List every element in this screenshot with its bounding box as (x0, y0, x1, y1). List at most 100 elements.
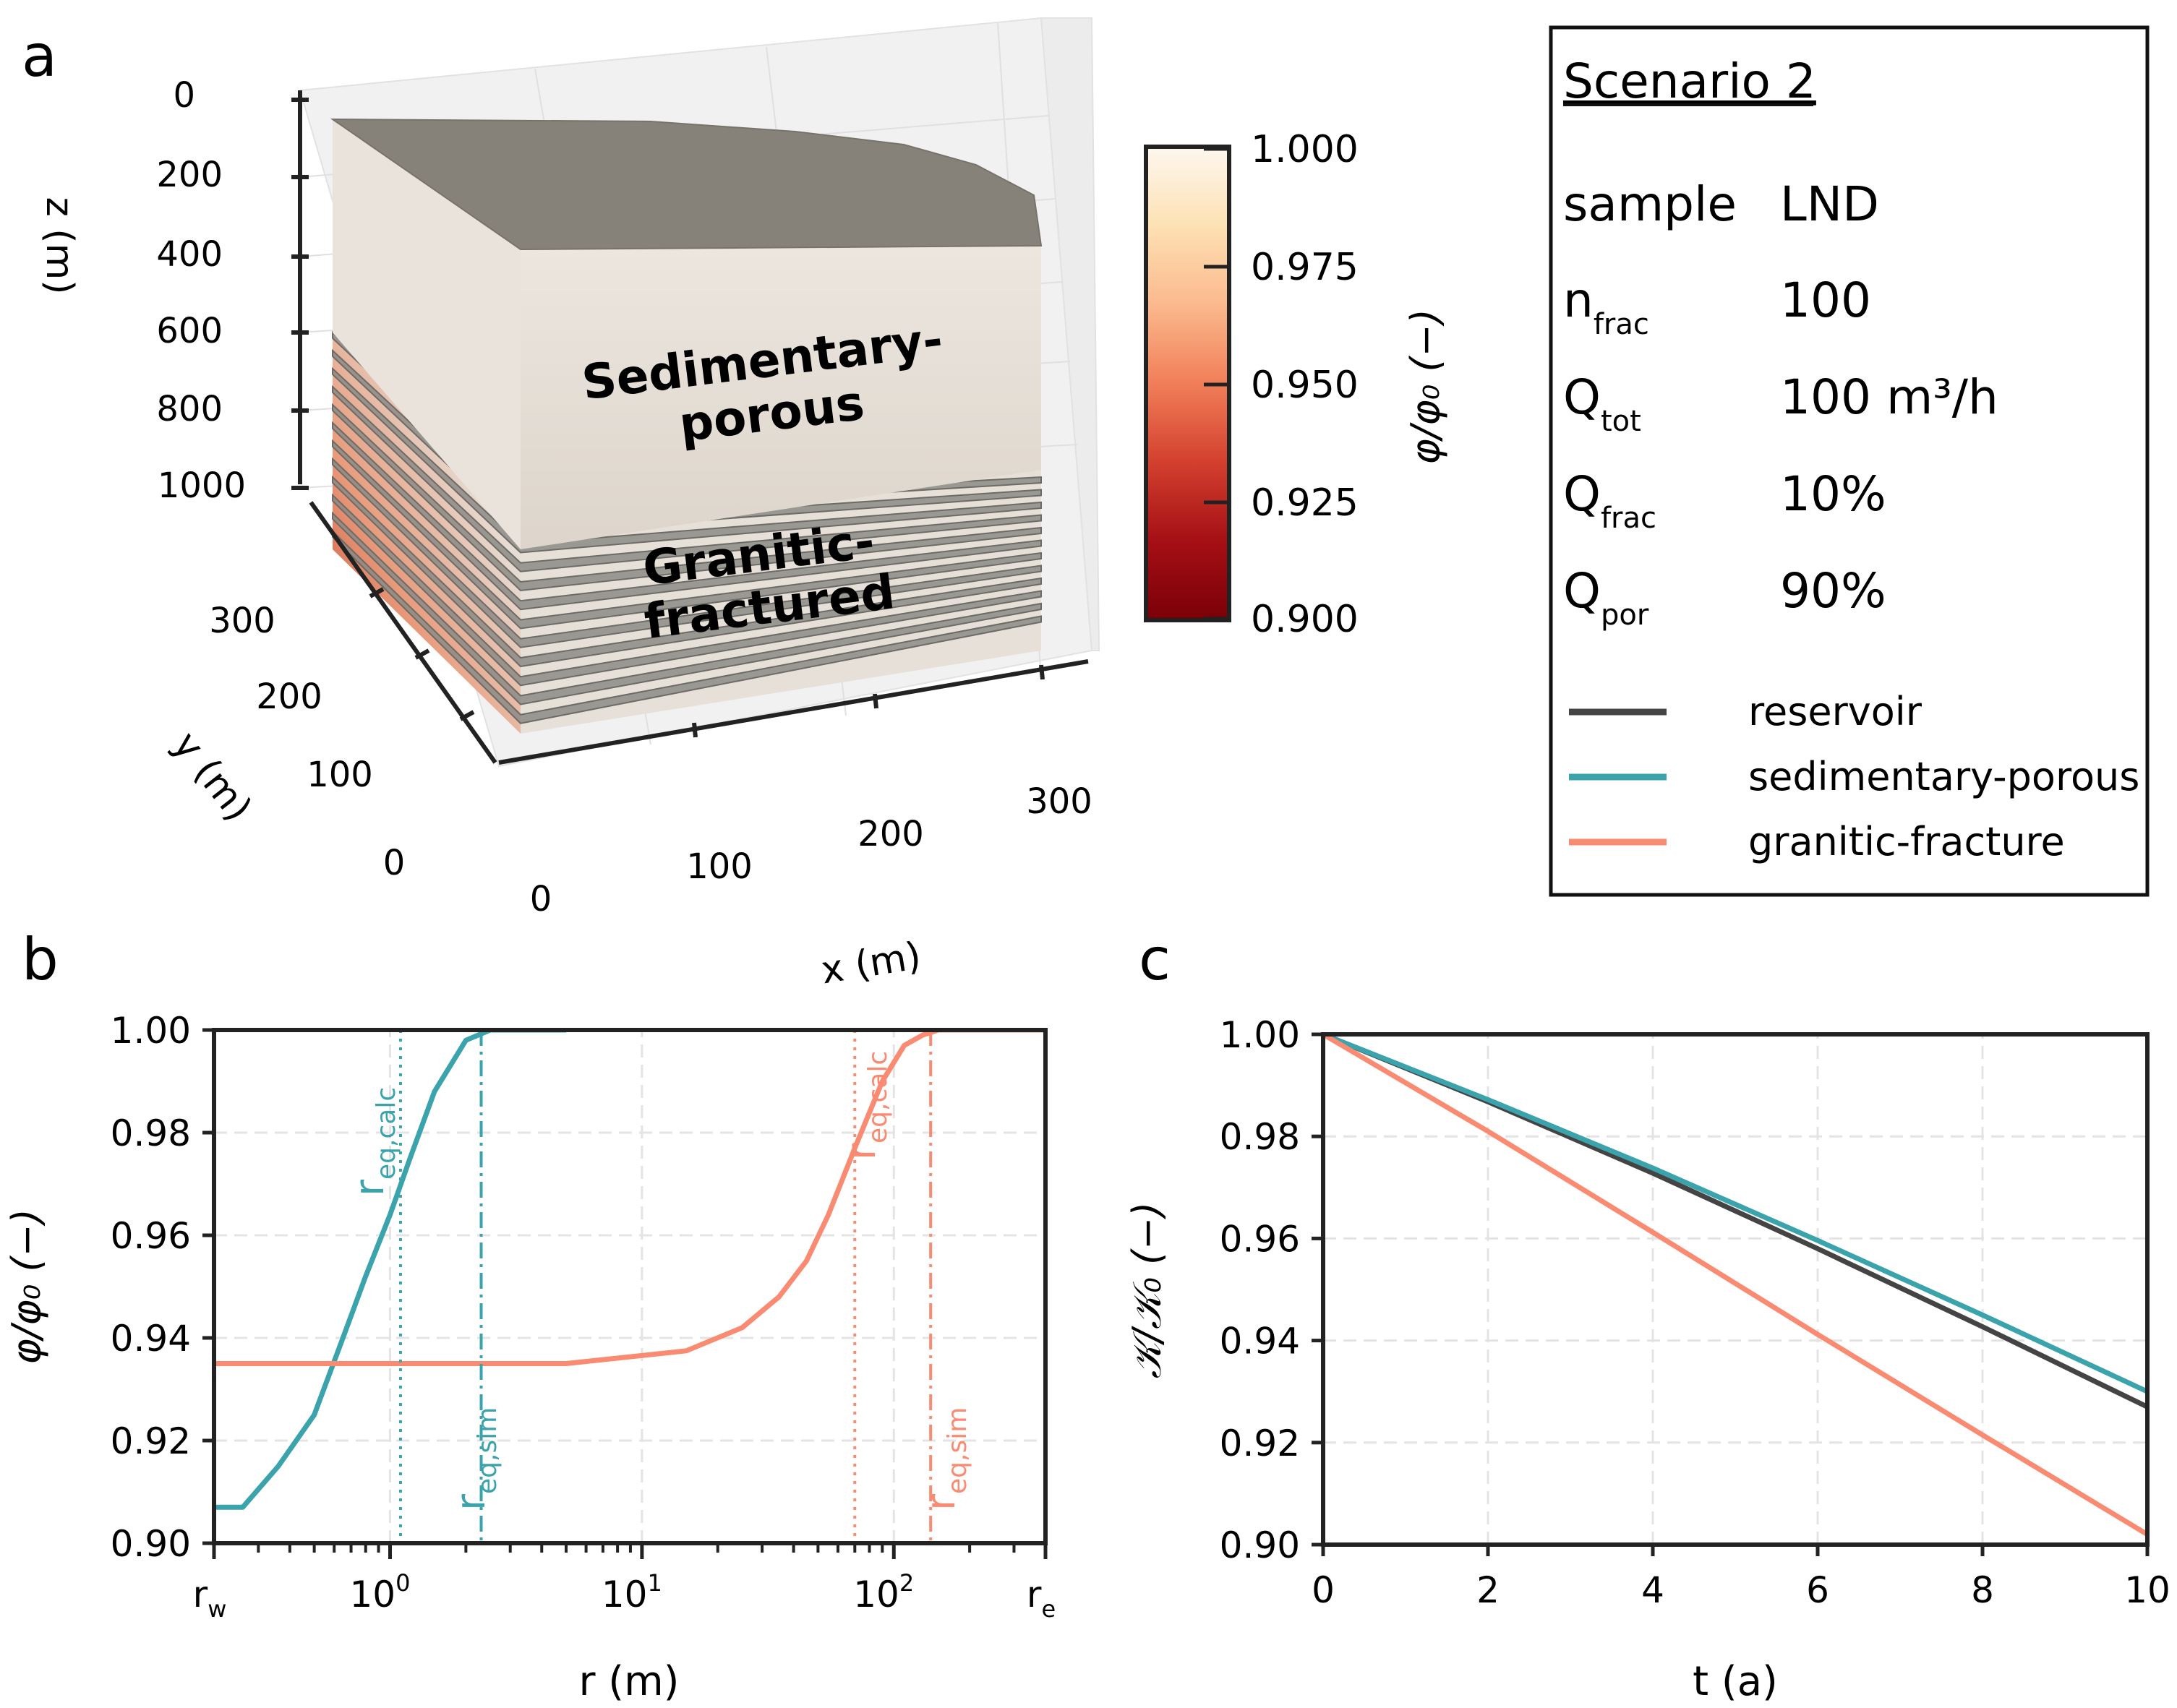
fracture-plane (332, 403, 1042, 592)
ytick-label: 1.00 (111, 1010, 191, 1052)
y-axis-ticks (369, 587, 475, 721)
y-tick-labels: 300 200 100 0 (209, 601, 405, 883)
colorbar-tick-labels: 1.000 0.975 0.950 0.925 0.900 (1251, 128, 1359, 641)
x-tick-200: 200 (857, 814, 924, 854)
series-sedimentary-porous (1323, 1034, 2147, 1394)
ytick-label: 0.98 (1220, 1116, 1300, 1158)
ytick-label: 0.94 (1220, 1321, 1300, 1362)
x-tick-labels: 0 100 200 300 (530, 781, 1092, 919)
panel-label-a: a (22, 22, 57, 90)
legend-series-label: granitic-fracture (1748, 819, 2065, 864)
colorbar-label: φ/φ₀ (−) (1403, 309, 1448, 465)
colorbar: 1.000 0.975 0.950 0.925 0.900 φ/φ₀ (−) (1144, 128, 1448, 641)
ytick-label: 0.98 (111, 1112, 191, 1154)
panel-c-xlabel: t (a) (1693, 1658, 1778, 1705)
legend-param-name: sample (1563, 176, 1737, 232)
cb-tick-0900: 0.900 (1251, 598, 1359, 641)
x-tick-0: 0 (530, 879, 552, 919)
ytick-label: 1.00 (1220, 1014, 1300, 1056)
xtick-rw-sub: w (208, 1595, 226, 1623)
ytick-label: 0.94 (111, 1318, 191, 1360)
ytick-label: 0.96 (111, 1215, 191, 1257)
vline-label-r_eq_calc_granitic: req,calc (838, 1051, 893, 1160)
legend-param-value: 100 (1780, 272, 1871, 328)
fracture-planes (332, 330, 1042, 724)
cb-tick-0925: 0.925 (1251, 481, 1359, 525)
xtick-label: 101 (602, 1569, 662, 1615)
xtick-label: 100 (350, 1569, 411, 1615)
xtick-label: 8 (1971, 1569, 1994, 1611)
legend-series: reservoir sedimentary-porous granitic-frac… (1569, 689, 2139, 864)
legend-param-value: 100 m³/h (1780, 369, 1998, 425)
cb-tick-0950: 0.950 (1251, 364, 1359, 407)
xtick-label: 10 (2124, 1569, 2170, 1611)
fracture-plane (332, 475, 1042, 668)
ytick-label: 0.90 (1220, 1524, 1300, 1566)
legend-param-sub: frac (1601, 502, 1656, 535)
vline-label-r_eq_sim_granitic: req,sim (918, 1407, 972, 1511)
z-tick-400: 400 (156, 234, 223, 275)
z-tick-1000: 1000 (158, 465, 246, 506)
xtick-exponent: 1 (648, 1569, 662, 1597)
fracture-plane (332, 421, 1042, 611)
xtick-exponent: 2 (899, 1569, 914, 1597)
sedimentary-block-front (521, 246, 1041, 549)
vline-label-sub: eq,sim (473, 1407, 502, 1494)
cb-tick-0975: 0.975 (1251, 246, 1359, 289)
x-axis-ticks (692, 664, 1045, 738)
xtick-label: 2 (1476, 1569, 1500, 1611)
vline-label-r_eq_sim_sedimentary: req,sim (448, 1407, 502, 1511)
fracture-plane (332, 457, 1042, 648)
cb-tick-1000: 1.000 (1251, 128, 1359, 171)
panel-b-chart: req,calc req,sim req,calc req,sim 0.90 0.92 0… (4, 1010, 1056, 1705)
z-tick-800: 800 (156, 389, 223, 429)
z-tick-600: 600 (156, 311, 223, 351)
panel-c-gridlines (1322, 1033, 2149, 1546)
series-granitic-fracture (214, 1030, 1045, 1366)
panel-b-ylabel: φ/φ₀ (−) (4, 1209, 49, 1365)
z-tick-200: 200 (156, 155, 223, 195)
z-axis-label: z (m) (38, 197, 81, 294)
legend-param-value: LND (1780, 176, 1879, 232)
panel-b-vlines: req,calc req,sim req,calc req,sim (346, 1030, 972, 1543)
legend-param-sub: por (1601, 598, 1649, 632)
xtick-label: 102 (853, 1569, 914, 1615)
x-tick-300: 300 (1026, 781, 1092, 822)
panel-c-chart: 0.90 0.92 0.94 0.96 0.98 1.00 0 2 4 6 8 10 t (a) 𝒦/… (1124, 1014, 2170, 1705)
ytick-label: 0.96 (1220, 1218, 1300, 1260)
panel-b-frame (212, 1028, 1048, 1545)
panel-b-series (214, 1030, 1045, 1510)
legend-param-sub: tot (1601, 405, 1641, 438)
vline-label-r_eq_calc_sedimentary: req,calc (346, 1087, 401, 1196)
panel-c-ticks: 0.90 0.92 0.94 0.96 0.98 1.00 0 2 4 6 8 10 (1220, 1014, 2170, 1611)
legend-frame (1549, 25, 2150, 897)
panel-b-gridlines (214, 1029, 1045, 1545)
ytick-label: 0.90 (111, 1523, 191, 1565)
panel-label-c: c (1139, 926, 1171, 993)
panel-b-xlabel: r (m) (578, 1658, 679, 1705)
fracture-plane (332, 439, 1042, 630)
panel-c-series (1323, 1034, 2147, 1537)
sedimentary-block-side (333, 119, 521, 549)
y-tick-0: 0 (383, 843, 406, 883)
legend-series-label: sedimentary-porous (1748, 754, 2139, 799)
y-tick-100: 100 (307, 755, 373, 795)
legend-param-value: 10% (1780, 466, 1886, 522)
vline-label-sub: eq,sim (943, 1407, 972, 1494)
xtick-re-label: re (1027, 1574, 1056, 1623)
vline-label-sub: eq,calc (372, 1087, 401, 1180)
series-granitic-fracture (1323, 1034, 2147, 1537)
fracture-plane (332, 529, 1042, 724)
ytick-label: 0.92 (1220, 1422, 1300, 1464)
fracture-plane (332, 493, 1042, 687)
y-axis-label: y (m) (164, 724, 260, 829)
fracture-plane (332, 385, 1042, 572)
xtick-label: 6 (1806, 1569, 1829, 1611)
fracture-plane (332, 511, 1042, 705)
z-tick-labels: 0 200 400 600 800 1000 (156, 75, 246, 506)
y-tick-200: 200 (256, 677, 322, 717)
xtick-label: 4 (1641, 1569, 1664, 1611)
colorbar-ticks (1204, 147, 1229, 621)
